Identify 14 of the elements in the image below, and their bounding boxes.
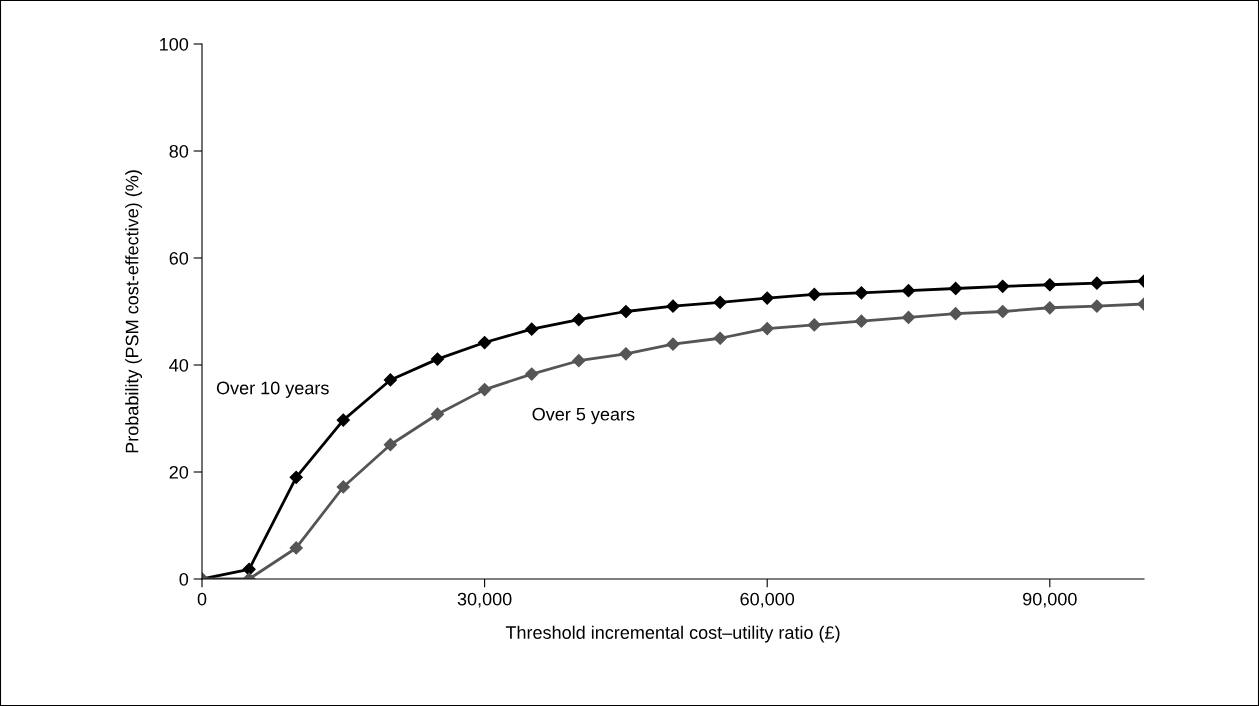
x-tick-label: 30,000 <box>457 592 512 608</box>
x-axis-title: Threshold incremental cost–utility ratio (£) <box>505 625 840 643</box>
y-tick-label: 80 <box>169 144 189 158</box>
y-tick-label: 40 <box>169 358 189 372</box>
x-tick-label: 0 <box>197 592 207 606</box>
y-tick-label: 100 <box>160 37 189 51</box>
y-tick-label: 60 <box>169 251 189 265</box>
series-label: Over 10 years <box>216 381 329 398</box>
x-tick-label: 60,000 <box>740 592 795 608</box>
x-tick-label: 90,000 <box>1023 592 1077 608</box>
y-tick-label: 0 <box>179 572 189 586</box>
series-label: Over 5 years <box>532 407 635 425</box>
y-axis-title: Probability (PSM cost-effective) (%) <box>125 170 143 453</box>
y-tick-label: 20 <box>169 465 189 479</box>
